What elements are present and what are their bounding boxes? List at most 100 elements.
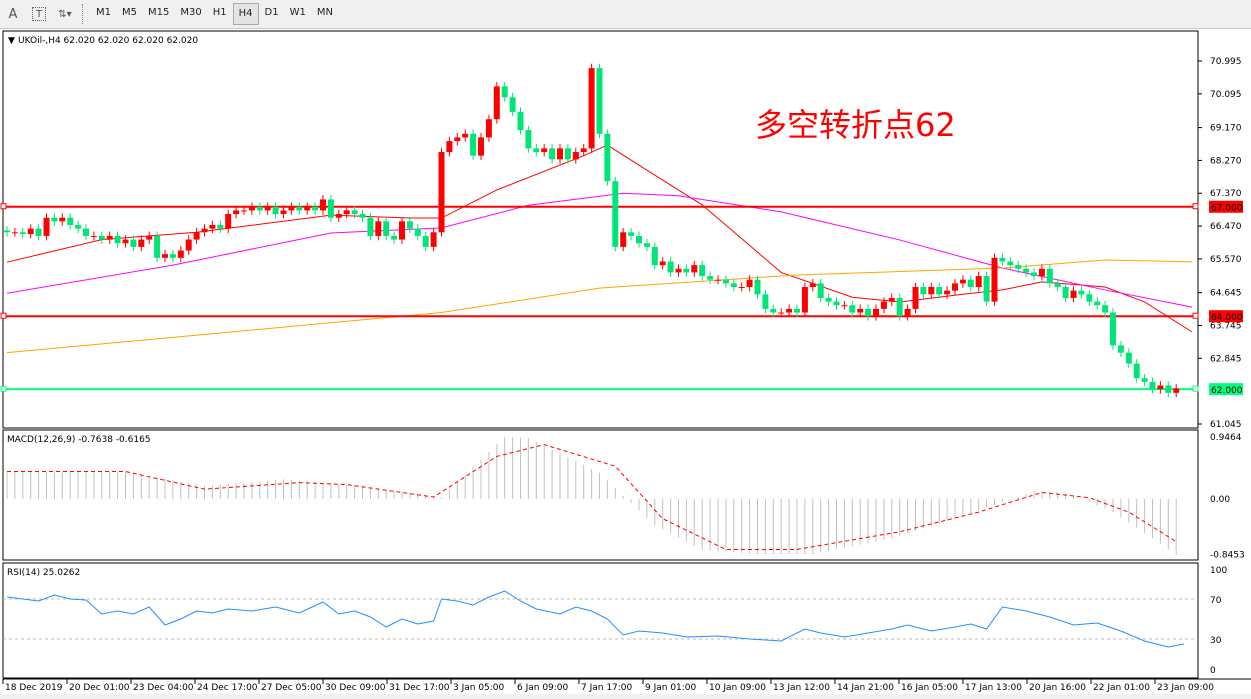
candle <box>825 297 832 302</box>
candle <box>1110 312 1116 346</box>
candle <box>699 265 706 277</box>
line-handle <box>1192 385 1199 392</box>
candle <box>454 137 461 142</box>
price-label-box <box>1209 200 1243 213</box>
candle <box>391 235 398 240</box>
candle <box>928 287 935 295</box>
candle <box>1007 261 1014 266</box>
candle <box>225 214 232 229</box>
price-tick-label: 63.745 <box>1210 321 1242 331</box>
price-tick-label: 65.570 <box>1210 255 1242 265</box>
macd-signal-line <box>7 444 1177 550</box>
candle <box>746 279 753 288</box>
timeframe-h1[interactable]: H1 <box>212 7 227 18</box>
candle <box>501 86 508 98</box>
candle <box>936 287 943 295</box>
candle <box>430 232 437 247</box>
x-tick-label: 30 Dec 09:00 <box>325 683 386 693</box>
candle <box>1070 290 1077 298</box>
candle <box>272 206 279 215</box>
timeframe-w1[interactable]: W1 <box>289 7 306 18</box>
candle <box>83 228 89 236</box>
candle <box>778 312 785 314</box>
candle <box>1046 268 1053 284</box>
candle <box>1125 352 1132 364</box>
candle <box>98 235 105 240</box>
price-label-box <box>1209 383 1243 396</box>
candle <box>888 297 895 302</box>
candle <box>841 305 848 307</box>
candle <box>1173 388 1180 393</box>
candle <box>533 148 540 153</box>
timeframe-m5[interactable]: M5 <box>122 7 137 18</box>
candle <box>730 283 737 288</box>
candle <box>628 232 635 236</box>
line-handle <box>0 312 7 319</box>
candle <box>596 68 603 134</box>
candle <box>241 210 247 212</box>
arrows-dropdown-icon[interactable]: ⇅▾ <box>58 8 72 20</box>
rsi-tick-label: 70 <box>1210 596 1222 606</box>
candle <box>912 287 919 309</box>
timeframe-h4[interactable]: H4 <box>232 3 259 25</box>
annotation-text: 多空转折点62 <box>755 106 956 144</box>
candle <box>383 221 390 236</box>
x-tick-label: 17 Jan 13:00 <box>965 683 1022 693</box>
candle <box>59 217 66 222</box>
rsi-tick-label: 100 <box>1210 566 1227 576</box>
candle <box>1102 305 1109 313</box>
timeframe-m1[interactable]: M1 <box>96 7 111 18</box>
candle <box>169 254 176 258</box>
candle <box>762 294 769 309</box>
candle <box>438 152 445 233</box>
candle <box>636 235 642 244</box>
candle <box>296 206 303 211</box>
candle <box>11 232 18 234</box>
candle <box>659 261 666 266</box>
candle <box>312 206 319 211</box>
candle <box>288 206 295 211</box>
candle <box>399 221 405 240</box>
x-tick-label: 13 Jan 12:00 <box>773 683 830 693</box>
candle <box>375 221 382 236</box>
timeframe-d1[interactable]: D1 <box>264 7 279 18</box>
x-tick-label: 6 Jan 09:00 <box>517 683 569 693</box>
macd-label: MACD(12,26,9) -0.7638 -0.6165 <box>7 435 151 445</box>
timeframe-mn[interactable]: MN <box>316 7 333 18</box>
candle <box>833 301 840 306</box>
candle <box>35 228 42 236</box>
candle <box>154 235 161 258</box>
candle <box>304 206 311 211</box>
timeframe-m15[interactable]: M15 <box>148 7 170 18</box>
candle <box>975 276 982 288</box>
candle <box>201 228 208 233</box>
candle <box>1054 283 1061 288</box>
text-label-icon[interactable]: A <box>8 6 18 22</box>
candle <box>478 137 484 156</box>
candle <box>1141 378 1148 382</box>
price-tick-label: 68.270 <box>1210 156 1242 166</box>
candle <box>1165 385 1172 393</box>
candle <box>185 239 192 251</box>
candle <box>967 279 974 288</box>
candle <box>248 206 255 211</box>
candle <box>414 228 421 236</box>
candle <box>75 224 82 229</box>
x-tick-label: 31 Dec 17:00 <box>389 683 450 693</box>
candle <box>406 221 413 229</box>
candle <box>1038 268 1045 277</box>
candle <box>280 210 287 215</box>
candle <box>959 279 966 284</box>
macd-tick-label: 0.9464 <box>1210 433 1242 443</box>
candle <box>754 279 761 295</box>
candle <box>572 152 579 160</box>
candle <box>422 235 429 247</box>
x-tick-label: 27 Dec 05:00 <box>261 683 322 693</box>
text-box-icon[interactable]: T <box>32 7 46 21</box>
timeframe-m30[interactable]: M30 <box>180 7 202 18</box>
candle <box>580 148 587 153</box>
candle <box>1078 290 1085 295</box>
price-label: 67.000 <box>1211 204 1243 214</box>
candle <box>177 250 184 258</box>
